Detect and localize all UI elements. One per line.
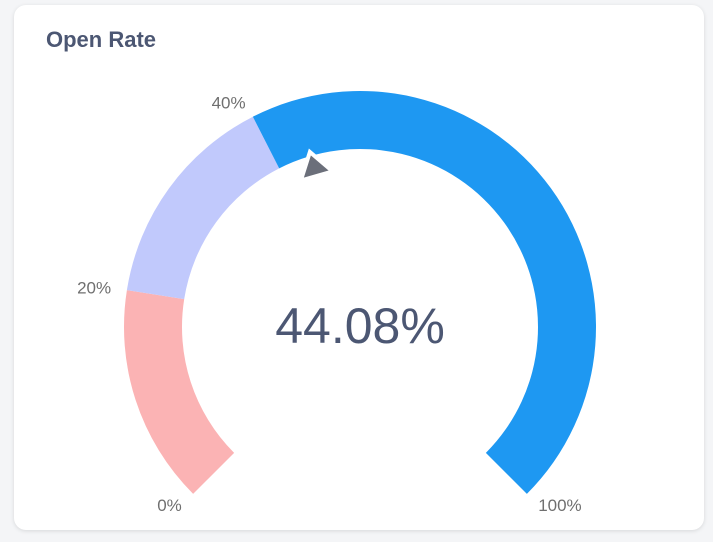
card-title: Open Rate bbox=[46, 27, 157, 52]
gauge-needle bbox=[297, 148, 337, 184]
gauge-segment-0-20 bbox=[124, 290, 235, 494]
tick-label-0: 0% bbox=[157, 496, 182, 515]
tick-label-100: 100% bbox=[538, 496, 581, 515]
tick-label-40: 40% bbox=[212, 93, 246, 112]
gauge-value-label: 44.08% bbox=[275, 298, 445, 354]
tick-label-20: 20% bbox=[77, 279, 111, 298]
gauge-segment-40-100 bbox=[252, 91, 596, 494]
gauge-segment-20-40 bbox=[126, 116, 280, 300]
